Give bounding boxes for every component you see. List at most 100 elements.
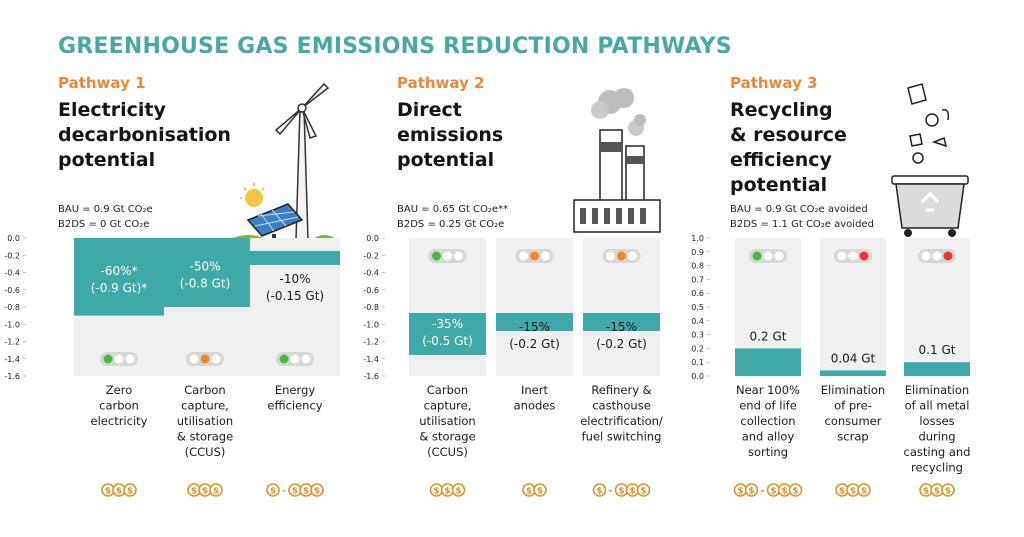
- coin-symbol: $: [213, 487, 219, 497]
- coin-symbol: $: [945, 487, 951, 497]
- coin-symbol: $: [303, 487, 309, 497]
- traffic-light-lamp: [432, 251, 441, 261]
- traffic-light-lamp: [530, 251, 539, 261]
- category-label: utilisation: [177, 414, 233, 428]
- data-label: (-0.5 Gt): [422, 334, 473, 348]
- coin-symbol: $: [850, 487, 856, 497]
- cost-indicator: $ $ $: [187, 483, 223, 497]
- bar: [735, 348, 801, 376]
- category-label: electricity: [91, 414, 148, 428]
- coin-symbol: $: [923, 487, 929, 497]
- cost-indicator: $ $ $: [429, 483, 466, 497]
- y-tick-label: 0.9: [691, 248, 704, 257]
- pathway-2-label: Pathway 2: [397, 74, 485, 92]
- traffic-light-lamp: [628, 251, 637, 261]
- category-label: Inert: [521, 383, 548, 397]
- bar: [160, 238, 250, 307]
- data-label: -60%*: [100, 264, 137, 278]
- coin-symbol: $: [781, 487, 787, 497]
- y-tick-label: -1.0: [363, 320, 379, 329]
- traffic-light-lamp: [301, 354, 311, 364]
- traffic-light-lamp: [290, 354, 300, 364]
- pathway-2-heading-line: emissions: [397, 124, 504, 146]
- category-label: Zero: [106, 383, 132, 397]
- data-label: -15%: [519, 320, 550, 334]
- data-label: (-0.8 Gt): [180, 277, 231, 291]
- pathway-1-label: Pathway 1: [58, 74, 146, 92]
- coin-symbol: $: [292, 487, 298, 497]
- pathway-3-heading-line: efficiency: [730, 149, 832, 171]
- category-label: carbon: [99, 399, 139, 413]
- wind-turbine-solar-panel-icon: [228, 82, 338, 240]
- coin-symbol: $: [770, 487, 776, 497]
- pathway-2-heading-line: Direct: [397, 99, 462, 121]
- category-label: (CCUS): [185, 445, 226, 459]
- y-tick-label: -0.6: [4, 286, 20, 295]
- coin-symbol: $: [127, 487, 133, 497]
- pathway-1-heading-line: potential: [58, 149, 156, 171]
- recycling-bin-icon: [891, 83, 969, 237]
- pathway-1-heading: Electricity decarbonisation potential: [58, 98, 231, 173]
- pathway-2-chart: 0.0 -0.2 -0.4 -0.6 -0.8 -1.0 -1.2 -1.4 -1.6 -35% (…: [363, 234, 663, 497]
- data-label: -10%: [279, 272, 310, 286]
- category-label: Energy: [275, 383, 315, 397]
- y-tick-label: -1.2: [363, 338, 379, 347]
- bar: [496, 313, 573, 331]
- traffic-light-lamp: [519, 251, 528, 261]
- traffic-light-lamp: [103, 354, 113, 364]
- coin-symbol: $: [433, 487, 439, 497]
- traffic-light-lamp: [617, 251, 626, 261]
- cost-indicator: $ $ $: [919, 483, 955, 497]
- category-label: of all metal: [905, 399, 970, 413]
- category-label: of pre-: [834, 399, 872, 413]
- pathway-3-heading-line: potential: [730, 174, 828, 196]
- coin-symbol: $: [105, 487, 111, 497]
- coin-icon: [857, 483, 871, 497]
- y-tick-label: 0.3: [691, 331, 704, 340]
- coin-symbol: $: [455, 487, 461, 497]
- category-label: Refinery &: [591, 383, 651, 397]
- traffic-light-lamp: [763, 251, 773, 261]
- y-tick-label: -1.6: [4, 372, 20, 381]
- bar: [74, 238, 164, 316]
- traffic-light-lamp: [921, 251, 931, 261]
- category-label: & storage: [419, 430, 475, 444]
- pathway-3-b2ds: B2DS = 1.1 Gt CO₂e avoided: [730, 219, 874, 230]
- category-label: sorting: [748, 445, 788, 459]
- cost-dash: -: [282, 486, 286, 497]
- y-tick-label: -0.2: [363, 251, 379, 260]
- traffic-light-lamp: [606, 251, 615, 261]
- y-tick-label: 0.0: [691, 372, 704, 381]
- cost-indicator: $ - $ $ $: [266, 483, 324, 497]
- data-label: (-0.15 Gt): [266, 289, 324, 303]
- coin-icon: [941, 483, 955, 497]
- traffic-light-lamp: [454, 251, 463, 261]
- category-label: casting and: [904, 445, 971, 459]
- category-label: Elimination: [905, 383, 969, 397]
- cost-indicator: $ $ $: [835, 483, 871, 497]
- pathway-3-bau: BAU = 0.9 Gt CO₂e avoided: [730, 204, 868, 215]
- category-label: consumer: [825, 414, 882, 428]
- pathway-1-chart: 0.0 -0.2 -0.4 -0.6 -0.8 -1.0 -1.2 -1.4 -1.6 -60%*…: [4, 234, 340, 497]
- y-tick-label: -1.4: [363, 355, 379, 364]
- coin-icon: [209, 483, 223, 497]
- main-title: GREENHOUSE GAS EMISSIONS REDUCTION PATHW…: [58, 34, 732, 59]
- y-tick-label: -1.4: [4, 355, 20, 364]
- category-label: (CCUS): [427, 445, 468, 459]
- y-tick-label: -0.6: [363, 286, 379, 295]
- y-tick-label: -0.4: [363, 269, 379, 278]
- pathway-3-chart: 1.0 0.9 0.8 0.7 0.6 0.5 0.4 0.3 0.2 0.1 0.0 0.2 Gt N…: [691, 234, 971, 497]
- category-label: & storage: [177, 430, 233, 444]
- traffic-light-lamp: [189, 354, 199, 364]
- coin-symbol: $: [526, 487, 532, 497]
- data-label: 0.2 Gt: [750, 329, 787, 343]
- category-label: capture,: [181, 399, 229, 413]
- traffic-light-lamp: [859, 251, 869, 261]
- y-tick-label: -0.2: [4, 251, 20, 260]
- traffic-light-lamp: [541, 251, 550, 261]
- y-tick-label: 0.0: [366, 234, 379, 243]
- y-tick-label: -0.8: [4, 303, 20, 312]
- coin-symbol: $: [629, 487, 635, 497]
- pathway-3-heading: Recycling & resource efficiency potentia…: [730, 98, 847, 198]
- y-tick-label: -1.6: [363, 372, 379, 381]
